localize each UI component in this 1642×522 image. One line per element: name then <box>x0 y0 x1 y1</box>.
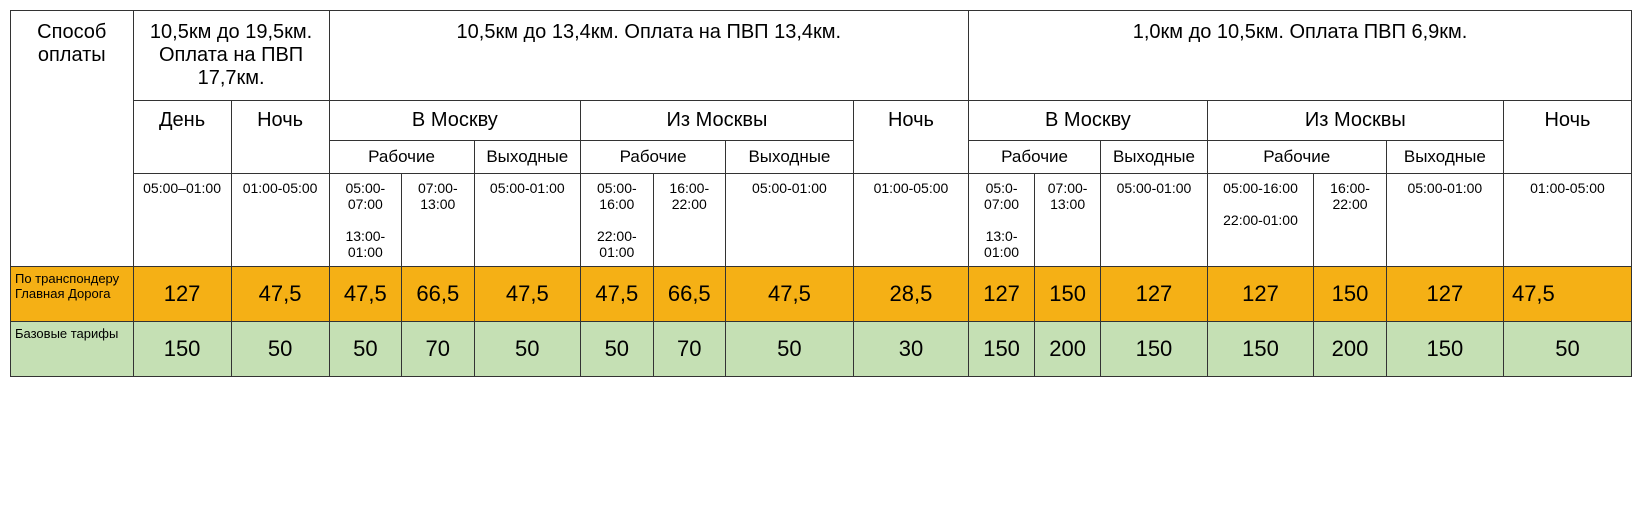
cell: 200 <box>1035 322 1101 377</box>
hdr-weekend-4: Выходные <box>1386 141 1503 174</box>
hdr-night-3: Ночь <box>1503 101 1631 174</box>
time-13: 05:00-16:00 22:00-01:00 <box>1207 174 1314 267</box>
row-base: Базовые тарифы 150 50 50 70 50 50 70 50 … <box>11 322 1632 377</box>
time-2: 01:00-05:00 <box>231 174 329 267</box>
cell: 127 <box>1207 267 1314 322</box>
cell: 28,5 <box>853 267 968 322</box>
hdr-weekend-3: Выходные <box>1101 141 1208 174</box>
cell: 150 <box>969 322 1035 377</box>
hdr-work-2: Рабочие <box>581 141 726 174</box>
hdr-work-3: Рабочие <box>969 141 1101 174</box>
time-14: 16:00- 22:00 <box>1314 174 1386 267</box>
header-section-1: 10,5км до 19,5км. Оплата на ПВП 17,7км. <box>133 11 329 101</box>
cell: 30 <box>853 322 968 377</box>
cell: 127 <box>1101 267 1208 322</box>
cell: 50 <box>231 322 329 377</box>
hdr-night-2: Ночь <box>853 101 968 174</box>
time-16: 01:00-05:00 <box>1503 174 1631 267</box>
cell: 150 <box>1386 322 1503 377</box>
hdr-weekend-1: Выходные <box>474 141 581 174</box>
cell: 70 <box>402 322 474 377</box>
cell: 50 <box>1503 322 1631 377</box>
time-3: 05:00- 07:00 13:00- 01:00 <box>329 174 401 267</box>
time-11: 07:00- 13:00 <box>1035 174 1101 267</box>
cell: 150 <box>1035 267 1101 322</box>
hdr-night-1: Ночь <box>231 101 329 174</box>
cell: 47,5 <box>231 267 329 322</box>
time-8: 05:00-01:00 <box>725 174 853 267</box>
hdr-from-moscow-2: Из Москвы <box>1207 101 1503 141</box>
header-section-3: 1,0км до 10,5км. Оплата ПВП 6,9км. <box>969 11 1632 101</box>
time-12: 05:00-01:00 <box>1101 174 1208 267</box>
cell: 50 <box>581 322 653 377</box>
label-transponder: По транспондеру Главная Дорога <box>11 267 134 322</box>
time-5: 05:00-01:00 <box>474 174 581 267</box>
cell: 47,5 <box>725 267 853 322</box>
cell: 200 <box>1314 322 1386 377</box>
label-base: Базовые тарифы <box>11 322 134 377</box>
time-15: 05:00-01:00 <box>1386 174 1503 267</box>
cell: 127 <box>1386 267 1503 322</box>
cell: 50 <box>329 322 401 377</box>
cell: 66,5 <box>653 267 725 322</box>
hdr-work-1: Рабочие <box>329 141 474 174</box>
time-9: 01:00-05:00 <box>853 174 968 267</box>
cell: 47,5 <box>329 267 401 322</box>
cell: 70 <box>653 322 725 377</box>
cell: 127 <box>969 267 1035 322</box>
hdr-to-moscow-2: В Москву <box>969 101 1208 141</box>
cell: 150 <box>1101 322 1208 377</box>
time-4: 07:00- 13:00 <box>402 174 474 267</box>
time-1: 05:00–01:00 <box>133 174 231 267</box>
hdr-work-4: Рабочие <box>1207 141 1386 174</box>
cell: 150 <box>1207 322 1314 377</box>
cell: 50 <box>474 322 581 377</box>
cell: 150 <box>1314 267 1386 322</box>
row-transponder: По транспондеру Главная Дорога 127 47,5 … <box>11 267 1632 322</box>
time-10: 05:0- 07:00 13:0- 01:00 <box>969 174 1035 267</box>
cell: 66,5 <box>402 267 474 322</box>
time-7: 16:00- 22:00 <box>653 174 725 267</box>
col-payment-method: Способ оплаты <box>11 11 134 267</box>
cell: 47,5 <box>474 267 581 322</box>
cell: 47,5 <box>581 267 653 322</box>
tariff-table: Способ оплаты 10,5км до 19,5км. Оплата н… <box>10 10 1632 377</box>
cell: 150 <box>133 322 231 377</box>
header-section-2: 10,5км до 13,4км. Оплата на ПВП 13,4км. <box>329 11 968 101</box>
time-6: 05:00- 16:00 22:00- 01:00 <box>581 174 653 267</box>
hdr-day: День <box>133 101 231 174</box>
hdr-weekend-2: Выходные <box>725 141 853 174</box>
cell: 127 <box>133 267 231 322</box>
hdr-to-moscow-1: В Москву <box>329 101 580 141</box>
hdr-from-moscow-1: Из Москвы <box>581 101 854 141</box>
cell: 50 <box>725 322 853 377</box>
cell: 47,5 <box>1503 267 1631 322</box>
